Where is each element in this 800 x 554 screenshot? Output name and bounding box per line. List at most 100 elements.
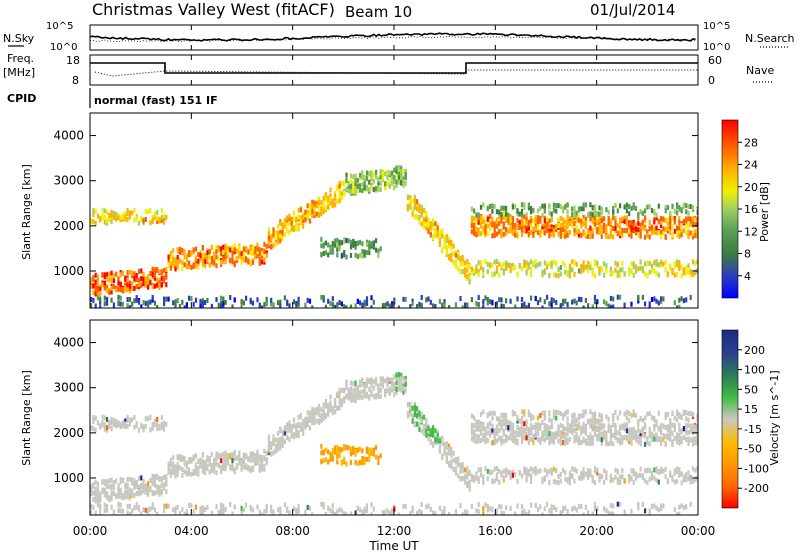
velocity-cell [215,504,218,510]
velocity-cell [687,470,690,476]
velocity-cell [559,478,562,484]
power-cell [577,206,581,212]
velocity-cell [443,442,446,447]
velocity-cell [676,466,679,472]
velocity-cell [498,468,501,474]
y-tick-label: 2000 [53,426,84,440]
power-cell [151,214,154,220]
power-cell [185,253,188,259]
power-cell [290,220,293,226]
velocity-cell [520,415,524,421]
power-cell [461,305,464,308]
power-cell [530,259,533,265]
power-cell [634,222,638,228]
velocity-cell [176,461,179,467]
power-cell [384,171,387,177]
power-cell [552,259,555,265]
power-cell [126,211,129,216]
velocity-cell [443,509,446,515]
power-cell [609,233,612,239]
velocity-cell [520,428,524,434]
velocity-cell [644,468,647,474]
power-cell [163,301,166,307]
power-cell [434,304,437,308]
velocity-cell [630,433,633,439]
power-cell [349,239,353,245]
power-cell [589,229,592,235]
velocity-cell [673,470,676,476]
power-cell [609,269,612,275]
velocity-cell [511,472,514,478]
velocity-cell [541,512,544,515]
velocity-cell [632,426,635,432]
velocity-cell [650,504,654,509]
power-cell [167,254,170,260]
beam-label: Beam 10 [345,3,412,21]
velocity-cell [564,505,567,511]
velocity-cell [664,415,667,421]
power-cell [495,304,498,308]
power-cell [140,304,143,308]
power-cell [650,263,654,269]
power-cell [153,283,156,289]
velocity-cell [124,421,127,427]
velocity-cell [548,431,551,436]
velocity-cell [518,469,521,475]
velocity-cell [637,439,640,445]
power-cell [106,210,109,215]
power-cell [696,259,698,265]
power-cell [217,302,220,308]
velocity-cell [224,450,227,456]
velocity-cell [598,427,601,433]
velocity-cell [386,388,389,394]
power-cell [625,202,628,208]
velocity-cell [210,510,213,515]
power-cell [295,224,298,230]
velocity-cell [106,503,109,509]
velocity-cell [637,434,640,440]
power-cell [158,216,161,222]
power-cell [520,303,524,308]
velocity-cell [489,469,492,475]
power-cell [479,204,483,210]
velocity-cell [479,411,483,417]
power-cell [646,273,649,279]
velocity-cell [486,504,489,509]
velocity-cell [518,418,521,424]
velocity-cell [530,502,533,508]
power-cell [566,302,569,308]
velocity-cell [324,457,327,463]
power-cell [685,209,688,215]
velocity-cell [664,474,667,480]
velocity-cell [605,474,608,479]
power-cell [336,237,339,243]
velocity-cell [650,470,654,476]
power-cell [126,207,129,213]
velocity-cell [404,378,407,384]
velocity-cell [593,414,597,420]
velocity-cell [632,409,635,415]
power-cell [509,228,512,234]
power-cell [600,206,603,212]
power-cell [391,170,394,176]
power-cell [206,298,209,303]
power-cell [147,300,150,306]
power-cell [354,173,357,179]
velocity-cell [318,420,321,426]
velocity-cell [634,433,638,439]
velocity-cell [502,511,505,515]
velocity-cell [240,466,243,472]
velocity-cell [514,429,517,435]
velocity-cell [395,372,398,378]
power-cell [691,259,695,265]
power-cell [231,304,234,308]
velocity-cell [368,394,371,400]
power-cell [409,304,412,308]
power-cell [530,209,533,215]
power-cell [691,229,695,235]
velocity-cell [603,468,606,474]
velocity-cell [548,425,551,431]
velocity-cell [443,447,446,453]
velocity-cell [224,459,227,465]
power-cell [92,283,95,289]
